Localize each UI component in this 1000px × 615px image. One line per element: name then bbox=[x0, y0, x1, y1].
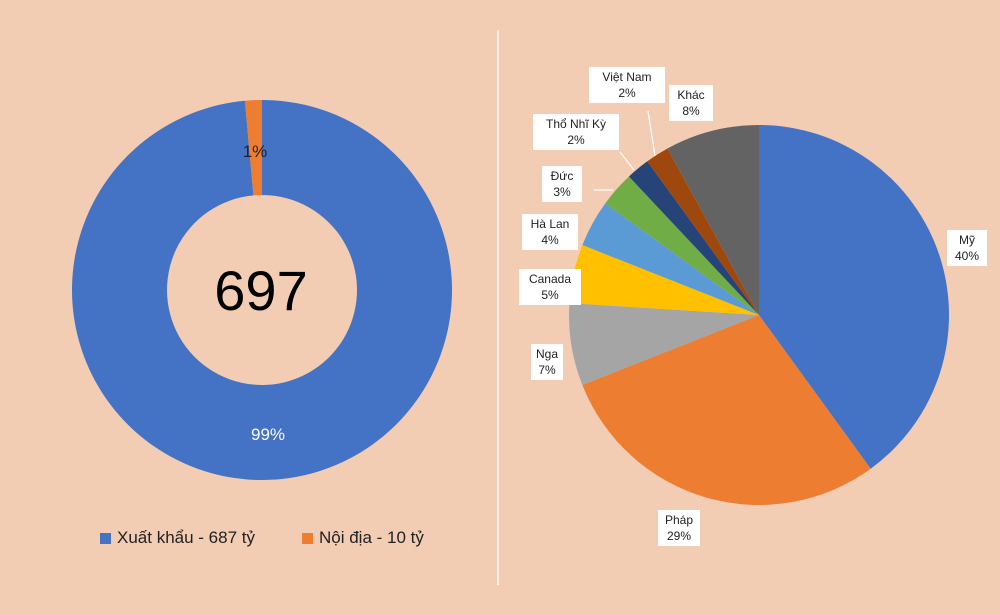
pie-slice-khac bbox=[667, 125, 759, 315]
donut-data-label-domestic: 1% bbox=[243, 142, 268, 161]
pie-category-label: Đức bbox=[550, 169, 574, 183]
pie-leader-viet-nam bbox=[647, 110, 656, 157]
legend-swatch-domestic bbox=[302, 532, 313, 544]
donut-center-label: 697 bbox=[214, 259, 307, 322]
pie-data-label-phap: Pháp 29% bbox=[658, 510, 700, 546]
legend-item-domestic: Nội địa - 10 tỷ bbox=[302, 528, 424, 548]
pie-data-label-khac: Khác 8% bbox=[669, 85, 713, 121]
pie-percent-label: 5% bbox=[541, 288, 559, 302]
donut-slice-noi-dia-10-ty bbox=[244, 100, 262, 196]
pie-leader-tho-nhi-ky bbox=[619, 151, 635, 171]
pie-data-label-canada: Canada 5% bbox=[519, 269, 581, 305]
pie-category-label: Mỹ bbox=[959, 233, 975, 247]
pie-slice-my bbox=[759, 125, 949, 469]
pie-slice-ha-lan bbox=[582, 203, 759, 315]
pie-category-label: Nga bbox=[535, 347, 558, 361]
pie-percent-label: 29% bbox=[666, 529, 692, 543]
pie-data-label-viet-nam: Việt Nam 2% bbox=[589, 67, 665, 103]
pie-percent-label: 3% bbox=[553, 185, 571, 199]
pie-slice-nga bbox=[569, 303, 759, 385]
pie-category-label: Khác bbox=[677, 88, 705, 102]
pie-category-label: Hà Lan bbox=[530, 217, 570, 231]
pie-data-label-my: Mỹ 40% bbox=[947, 230, 987, 266]
pie-category-label: Thổ Nhĩ Kỳ bbox=[545, 117, 607, 131]
pie-data-label-ha-lan: Hà Lan 4% bbox=[522, 214, 578, 250]
donut-slice-xuat-khau-687-ty bbox=[71, 100, 452, 480]
legend-label-domestic: Nội địa - 10 tỷ bbox=[319, 528, 424, 547]
pie-percent-label: 2% bbox=[618, 86, 636, 100]
pie-slice-viet-nam bbox=[647, 148, 759, 315]
pie-data-label-duc: Đức 3% bbox=[542, 166, 582, 202]
legend-item-export: Xuất khẩu - 687 tỷ bbox=[100, 528, 255, 548]
pie-slice-phap bbox=[582, 315, 871, 506]
pie-percent-label: 40% bbox=[954, 249, 980, 263]
pie-slice-canada bbox=[569, 245, 759, 315]
pie-category-label: Canada bbox=[528, 272, 572, 286]
pie-data-label-nga: Nga 7% bbox=[531, 344, 563, 380]
pie-percent-label: 8% bbox=[682, 104, 700, 118]
pie-data-label-tho-nhi-ky: Thổ Nhĩ Kỳ 2% bbox=[533, 114, 619, 150]
pie-percent-label: 2% bbox=[567, 133, 585, 147]
legend-swatch-export bbox=[100, 532, 111, 544]
pie-category-label: Pháp bbox=[664, 513, 694, 527]
pie-slice-tho-nhi-ky bbox=[628, 161, 759, 315]
pie-percent-label: 4% bbox=[541, 233, 559, 247]
pie-category-label: Việt Nam bbox=[602, 70, 652, 84]
legend-label-export: Xuất khẩu - 687 tỷ bbox=[117, 528, 255, 547]
donut-data-label-export: 99% bbox=[251, 425, 285, 444]
pie-percent-label: 7% bbox=[538, 363, 556, 377]
pie-slice-duc bbox=[605, 176, 759, 315]
